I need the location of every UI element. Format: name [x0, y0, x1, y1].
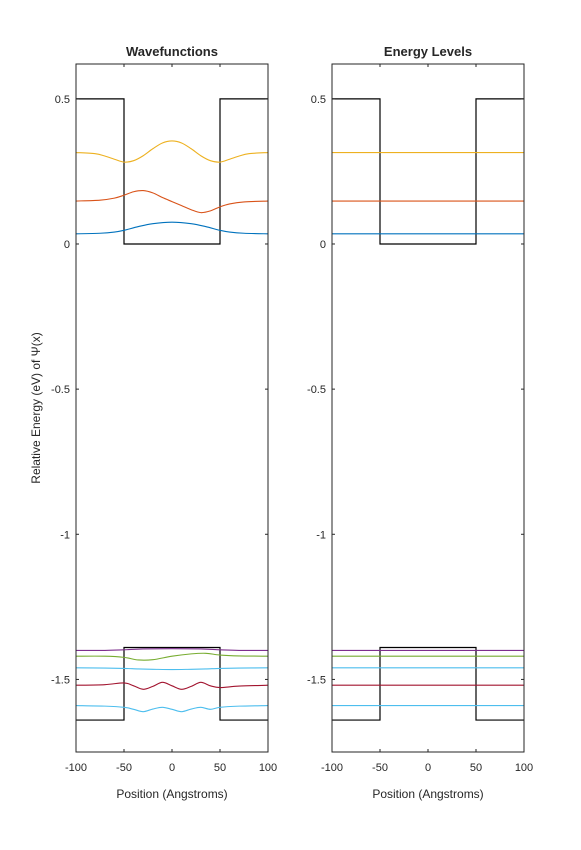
- wavefunctions-wavefunction-line-8: [75, 652, 269, 661]
- wavefunctions-x-tick-label: 100: [259, 762, 277, 774]
- wavefunctions-potential-line-0: [76, 98, 268, 245]
- energy-levels-y-tick-label: -1: [316, 529, 326, 541]
- energy-levels-y-tick-label: 0: [320, 239, 326, 251]
- wavefunctions-wavefunction-line-7: [75, 667, 269, 671]
- wavefunctions-y-tick-label: -1: [60, 529, 70, 541]
- energy-levels-x-tick-label: 50: [470, 762, 482, 774]
- energy-levels-x-tick-label: 100: [515, 762, 533, 774]
- wavefunctions-wavefunction-line-4: [75, 140, 269, 163]
- energy-levels-y-tick-label: -0.5: [307, 384, 326, 396]
- wavefunctions-series-layer: [75, 98, 269, 721]
- energy-levels-series-layer: [332, 98, 524, 721]
- wavefunctions-y-tick-label: -1.5: [51, 674, 70, 686]
- wavefunctions-ticks: -100 -50 0 50 100 0.5 0 -0.5 -1 -1.5: [51, 64, 277, 774]
- wavefunctions-wavefunction-line-9: [75, 648, 269, 651]
- energy-levels-y-tick-label: 0.5: [311, 94, 326, 106]
- wavefunctions-potential-line-1: [76, 646, 268, 721]
- wavefunctions-wavefunction-line-5: [75, 705, 269, 713]
- energy-levels-potential-line-1: [332, 646, 524, 721]
- energy-levels-x-tick-label: -100: [321, 762, 343, 774]
- wavefunctions-wavefunction-line-6: [75, 681, 269, 690]
- wavefunctions-x-tick-label: -50: [116, 762, 132, 774]
- wavefunctions-y-tick-label: -0.5: [51, 384, 70, 396]
- energy-levels-x-axis-label: Position (Angstroms): [372, 787, 483, 801]
- wavefunctions-x-axis-label: Position (Angstroms): [116, 787, 227, 801]
- wavefunctions-wavefunction-line-3: [75, 189, 269, 214]
- energy-levels-potential-line-0: [332, 98, 524, 245]
- energy-levels-ticks: -100 -50 0 50 100 0.5 0 -0.5 -1 -1.5: [307, 64, 533, 774]
- energy-levels-title: Energy Levels: [384, 44, 472, 59]
- wavefunctions-x-tick-label: -100: [65, 762, 87, 774]
- energy-levels-x-tick-label: 0: [425, 762, 431, 774]
- energy-levels-subplot: Energy Levels -100 -50 0 50 100 0.5 0 -0.5 -1 -1.…: [307, 44, 533, 801]
- wavefunctions-x-tick-label: 50: [214, 762, 226, 774]
- wavefunctions-subplot: Wavefunctions -100 -50 0 50 100 0.5 0 -0.5 -1 -1.…: [51, 44, 277, 801]
- wavefunctions-wavefunction-line-2: [75, 221, 269, 235]
- wavefunctions-x-tick-label: 0: [169, 762, 175, 774]
- energy-levels-x-tick-label: -50: [372, 762, 388, 774]
- wavefunctions-title: Wavefunctions: [126, 44, 218, 59]
- energy-levels-y-tick-label: -1.5: [307, 674, 326, 686]
- wavefunctions-y-tick-label: 0: [64, 239, 70, 251]
- wavefunctions-y-tick-label: 0.5: [55, 94, 70, 106]
- y-axis-label: Relative Energy (eV) of Ψ(x): [29, 332, 43, 483]
